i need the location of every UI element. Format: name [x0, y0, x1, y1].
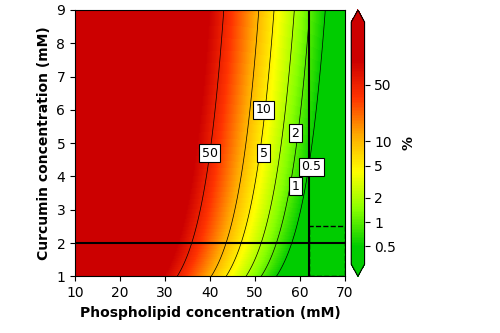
Text: 2: 2	[292, 127, 299, 140]
PathPatch shape	[351, 10, 364, 22]
Y-axis label: Curcumin concentration (mM): Curcumin concentration (mM)	[37, 26, 51, 260]
Text: 50: 50	[202, 147, 218, 160]
PathPatch shape	[351, 264, 364, 276]
Text: 10: 10	[256, 103, 272, 117]
X-axis label: Phospholipid concentration (mM): Phospholipid concentration (mM)	[80, 306, 340, 320]
Y-axis label: %: %	[402, 136, 415, 150]
Text: 5: 5	[260, 147, 268, 160]
Text: 0.5: 0.5	[301, 160, 321, 173]
Text: 1: 1	[292, 180, 299, 193]
Bar	[309, 226, 345, 276]
